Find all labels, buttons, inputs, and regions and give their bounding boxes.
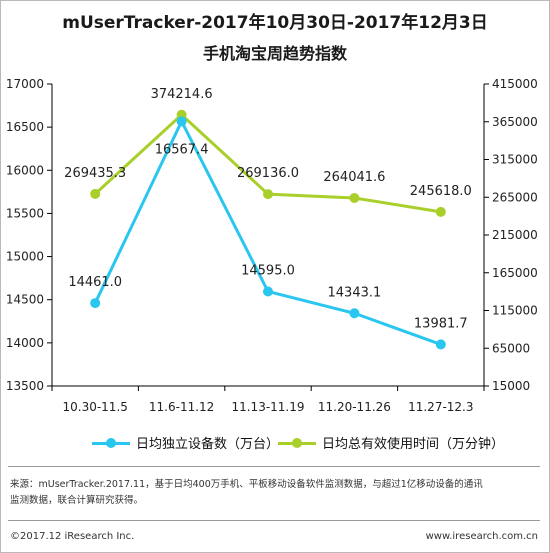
y-left-tick-label: 14500: [6, 293, 44, 307]
data-point-devices: [349, 308, 360, 319]
website-link[interactable]: www.iresearch.com.cn: [425, 531, 538, 542]
legend: 日均独立设备数（万台） 日均总有效使用时间（万分钟）: [0, 433, 550, 453]
y-right-tick-label: 265000: [492, 190, 538, 204]
x-tick-label: 11.20-11.26: [318, 400, 391, 414]
legend-item-usage-time: 日均总有效使用时间（万分钟）: [278, 433, 504, 452]
legend-marker-usage-time: [278, 435, 316, 451]
x-tick-label: 11.13-11.19: [231, 400, 304, 414]
y-right-tick-label: 65000: [492, 341, 530, 355]
y-left-tick-label: 16000: [6, 163, 44, 177]
data-label-devices: 14595.0: [241, 264, 295, 279]
y-left-tick-label: 15500: [6, 206, 44, 220]
data-point-usage-time: [90, 188, 101, 199]
y-right-tick-label: 115000: [492, 304, 538, 318]
data-point-devices: [435, 339, 446, 350]
data-label-devices: 13981.7: [414, 316, 468, 331]
y-right-tick-label: 215000: [492, 228, 538, 242]
data-point-usage-time: [435, 206, 446, 217]
source-note: 来源：mUserTracker.2017.11，基于日均400万手机、平板移动设…: [10, 477, 530, 509]
data-label-usage-time: 374214.6: [151, 87, 213, 102]
data-point-devices: [176, 116, 187, 127]
y-left-tick-label: 17000: [6, 77, 44, 91]
y-right-tick-label: 415000: [492, 77, 538, 91]
chart-subtitle: 手机淘宝周趋势指数: [202, 44, 347, 63]
legend-item-devices: 日均独立设备数（万台）: [92, 433, 279, 452]
copyright: ©2017.12 iResearch Inc.: [10, 531, 135, 542]
data-point-usage-time: [263, 189, 273, 200]
line-chart: 13500 14000 14500 15000 15500 16000 16500 17000…: [6, 77, 538, 414]
legend-label-usage-time: 日均总有效使用时间（万分钟）: [322, 437, 505, 452]
y-left-tick-label: 13500: [6, 379, 44, 393]
y-left-tick-label: 14000: [6, 336, 44, 350]
data-label-usage-time: 245618.0: [410, 184, 472, 199]
x-tick-label: 11.6-11.12: [149, 400, 214, 414]
data-point-usage-time: [349, 192, 360, 203]
legend-marker-devices: [92, 435, 130, 451]
note-divider-top: [8, 466, 540, 467]
y-right-tick-label: 365000: [492, 115, 538, 129]
series-line-devices: [93, 117, 442, 346]
data-point-devices: [90, 298, 101, 309]
y-right-tick-label: 165000: [492, 266, 538, 280]
data-label-devices: 16567.4: [155, 142, 209, 157]
x-tick-label: 11.27-12.3: [408, 400, 473, 414]
legend-label-devices: 日均独立设备数（万台）: [136, 437, 280, 452]
data-label-usage-time: 269435.3: [64, 166, 126, 181]
data-label-usage-time: 269136.0: [237, 166, 299, 181]
data-point-devices: [263, 286, 273, 297]
source-note-line-2: 监测数据，联合计算研究获得。: [10, 495, 144, 506]
y-left-tick-label: 16500: [6, 120, 44, 134]
y-left-tick-label: 15000: [6, 250, 44, 264]
x-tick-label: 10.30-11.5: [62, 400, 127, 414]
data-label-devices: 14461.0: [68, 275, 122, 290]
note-divider-bottom: [8, 520, 540, 521]
source-note-line-1: 来源：mUserTracker.2017.11，基于日均400万手机、平板移动设…: [10, 479, 483, 490]
chart-title: mUserTracker-2017年10月30日-2017年12月3日: [62, 13, 488, 33]
y-right-tick-label: 15000: [492, 379, 530, 393]
data-label-devices: 14343.1: [328, 285, 382, 300]
y-right-tick-label: 315000: [492, 153, 538, 167]
data-label-usage-time: 264041.6: [323, 170, 385, 185]
